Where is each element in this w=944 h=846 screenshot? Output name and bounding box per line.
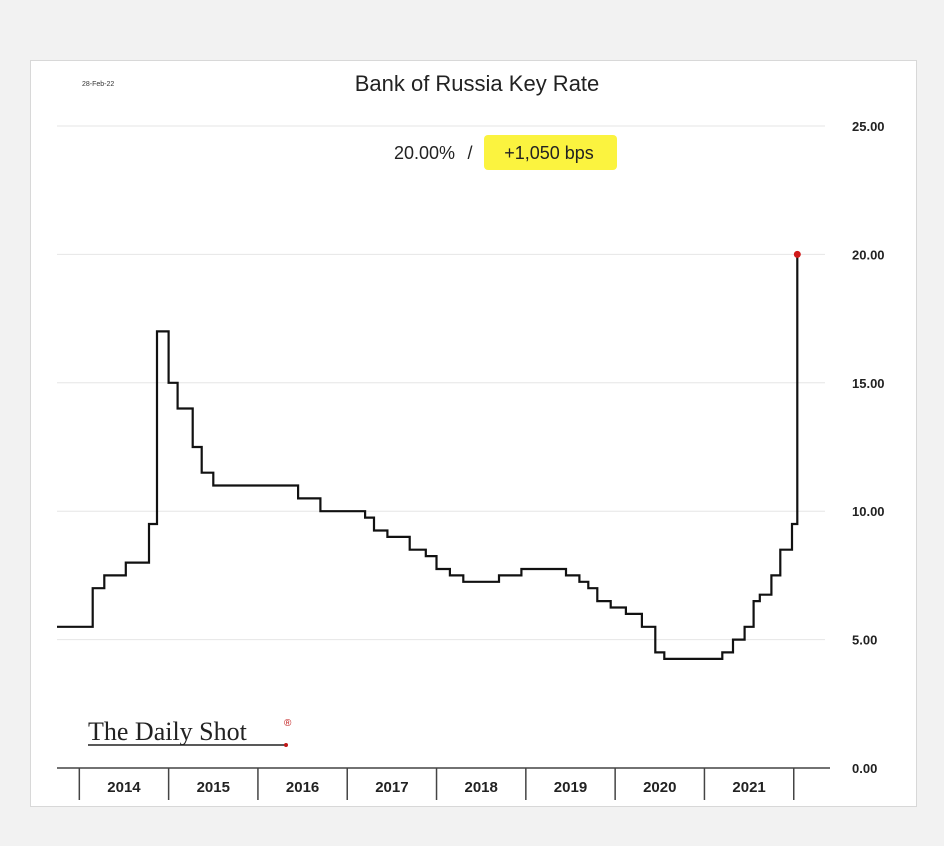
y-tick-label: 5.00 <box>852 633 877 648</box>
x-tick-label: 2018 <box>464 779 497 796</box>
y-tick-label: 10.00 <box>852 504 885 519</box>
latest-value-marker <box>793 250 801 258</box>
subtitle-change: +1,050 bps <box>504 143 594 163</box>
grid-lines <box>57 125 825 641</box>
chart-title: Bank of Russia Key Rate <box>355 71 600 96</box>
y-axis-ticks: 0.00 5.00 10.00 15.00 20.00 25.00 <box>852 119 885 776</box>
x-tick-label: 2014 <box>107 779 141 796</box>
y-tick-label: 20.00 <box>852 247 885 262</box>
source-logo-mark: ® <box>284 718 292 729</box>
x-tick-label: 2015 <box>197 779 230 796</box>
x-tick-label: 2020 <box>643 779 676 796</box>
x-tick-label: 2016 <box>286 779 319 796</box>
key-rate-step-line <box>57 254 799 660</box>
y-tick-label: 0.00 <box>852 761 877 776</box>
change-highlight <box>484 135 617 170</box>
x-tick-label: 2021 <box>732 779 765 796</box>
y-tick-label: 15.00 <box>852 376 885 391</box>
y-tick-label: 25.00 <box>852 119 885 134</box>
subtitle-separator: / <box>467 143 472 163</box>
chart-frame <box>30 60 917 807</box>
subtitle-level: 20.00% <box>394 143 455 163</box>
date-stamp: 28-Feb-22 <box>82 81 114 88</box>
x-tick-label: 2019 <box>554 779 587 796</box>
source-logo-dot <box>284 743 288 747</box>
x-tick-label: 2017 <box>375 779 408 796</box>
source-logo: The Daily Shot <box>88 717 248 746</box>
x-axis: 2014 2015 2016 2017 2018 2019 2020 2021 <box>57 767 830 800</box>
